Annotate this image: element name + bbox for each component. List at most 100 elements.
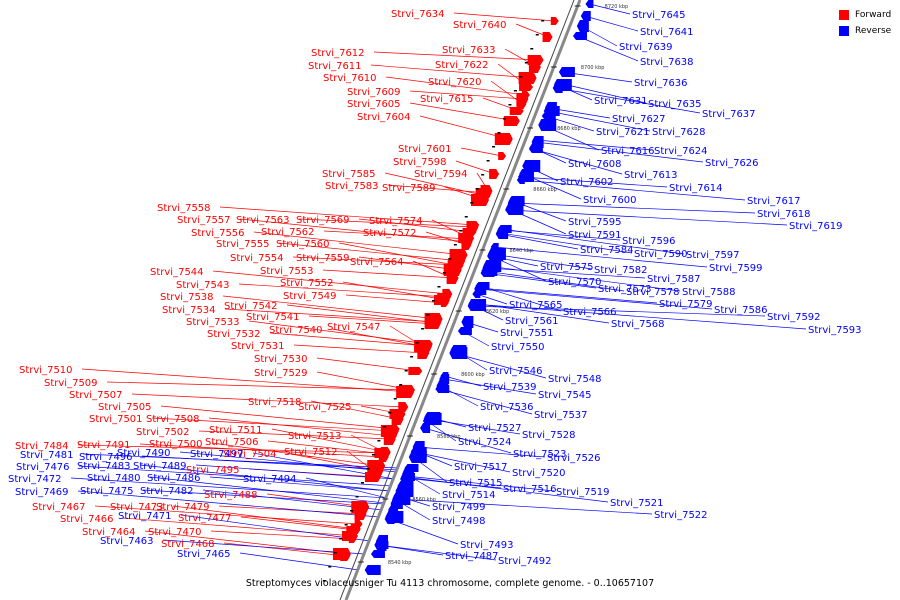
legend: Forward Reverse [839,8,897,40]
gene-label-forward: Strvi_7518 [248,397,302,408]
feature-marker [344,524,348,526]
leader-line [322,269,455,279]
gene-label-reverse: Strvi_7522 [654,510,708,521]
tick-label: 8700 kbp [581,65,605,71]
gene-arrow [542,32,553,42]
leader-line [409,102,516,122]
gene-label-forward: Strvi_7615 [420,94,474,105]
gene-label-forward: Strvi_7477 [178,513,232,524]
legend-forward-label: Forward [855,10,892,20]
leader-line [427,418,521,435]
gene-label-reverse: Strvi_7519 [556,487,610,498]
feature-marker [421,328,425,330]
gene-label-reverse: Strvi_7593 [808,325,862,336]
leader-line [218,505,363,515]
gene-arrow [383,433,396,445]
leader-line [160,405,396,430]
chromosome-axis: 8720 kbp 8700 kbp 8680 kbp 8660 kbp 8640 kbp… [339,0,629,600]
feature-marker [399,384,403,386]
feature-marker [497,132,501,134]
gene-label-reverse: Strvi_7498 [432,516,486,527]
feature-marker [442,272,446,274]
gene-label-reverse: Strvi_7514 [442,490,496,501]
gene-arrow [527,55,544,65]
feature-marker [475,188,479,190]
gene-label-forward: Strvi_7560 [276,239,330,250]
gene-label-reverse: Strvi_7578 [626,287,680,298]
leader-line [499,233,579,250]
gene-arrow [494,133,513,145]
gene-label-reverse: Strvi_7587 [647,274,701,285]
gene-label-reverse: Strvi_7550 [491,342,545,353]
gene-label-forward: Strvi_7585 [322,169,376,180]
gene-label-forward: Strvi_7574 [369,216,423,227]
gene-arrow [576,20,589,32]
leader-line [238,283,448,298]
leader-line [358,256,458,271]
gene-label-reverse: Strvi_7480 [87,473,141,484]
gene-label-forward: Strvi_7513 [288,431,342,442]
leader-line [520,179,746,201]
gene-label-forward: Strvi_7484 [15,441,69,452]
leader-line [414,451,511,473]
gene-label-reverse: Strvi_7621 [596,127,650,138]
feature-marker [393,398,397,400]
feature-marker [371,454,375,456]
gene-arrow [446,272,459,284]
leader-line [472,303,807,330]
gene-label-forward: Strvi_7534 [162,305,216,316]
gene-label-forward: Strvi_7572 [363,228,417,239]
gene-label-reverse: Strvi_7575 [540,262,594,273]
feature-marker [355,496,359,498]
leader-line [342,281,447,301]
gene-label-reverse: Strvi_7469 [15,487,69,498]
leader-line [396,498,653,515]
gene-arrow [417,347,430,359]
leader-line [224,308,438,323]
gene-label-reverse: Strvi_7517 [454,462,508,473]
gene-label-reverse: Strvi_7599 [709,263,763,274]
tick-label: 8720 kbp [605,4,629,10]
gene-features [322,0,594,582]
leader-line [472,302,610,324]
leader-line [278,242,462,262]
gene-arrow [374,541,389,549]
gene-label-reverse: Strvi_7520 [512,468,566,479]
leader-line [556,87,701,114]
gene-label-forward: Strvi_7525 [298,402,352,413]
gene-label-reverse: Strvi_7624 [654,146,708,157]
gene-label-forward: Strvi_7620 [428,77,482,88]
leader-line [460,147,503,157]
leader-line [405,475,555,492]
gene-label-forward: Strvi_7558 [157,203,211,214]
gene-label-reverse: Strvi_7565 [509,300,563,311]
gene-arrow [457,327,472,335]
gene-label-reverse: Strvi_7637 [702,109,756,120]
gene-label-reverse: Strvi_7463 [100,536,154,547]
gene-label-reverse: Strvi_7639 [619,42,673,53]
gene-label-forward: Strvi_7604 [357,112,411,123]
gene-arrow [483,260,502,272]
leader-line [487,265,681,292]
gene-arrow [440,299,449,307]
gene-arrow [424,319,441,329]
gene-label-reverse: Strvi_7471 [118,511,172,522]
gene-label-reverse: Strvi_7641 [640,27,694,38]
feature-marker [366,468,370,470]
leader-line [455,160,496,175]
gene-arrow [528,145,543,153]
gene-label-forward: Strvi_7634 [391,9,445,20]
gene-label-reverse: Strvi_7616 [601,146,655,157]
leader-line [385,76,526,96]
feature-marker [322,580,326,582]
gene-label-reverse: Strvi_7597 [686,250,740,261]
gene-arrow [348,535,357,543]
leader-line [484,272,597,289]
feature-marker [388,412,392,414]
feature-marker [437,286,441,288]
gene-label-reverse: Strvi_7588 [682,287,736,298]
gene-arrow [388,505,399,515]
gene-label-forward: Strvi_7562 [261,227,315,238]
feature-marker [530,48,534,50]
